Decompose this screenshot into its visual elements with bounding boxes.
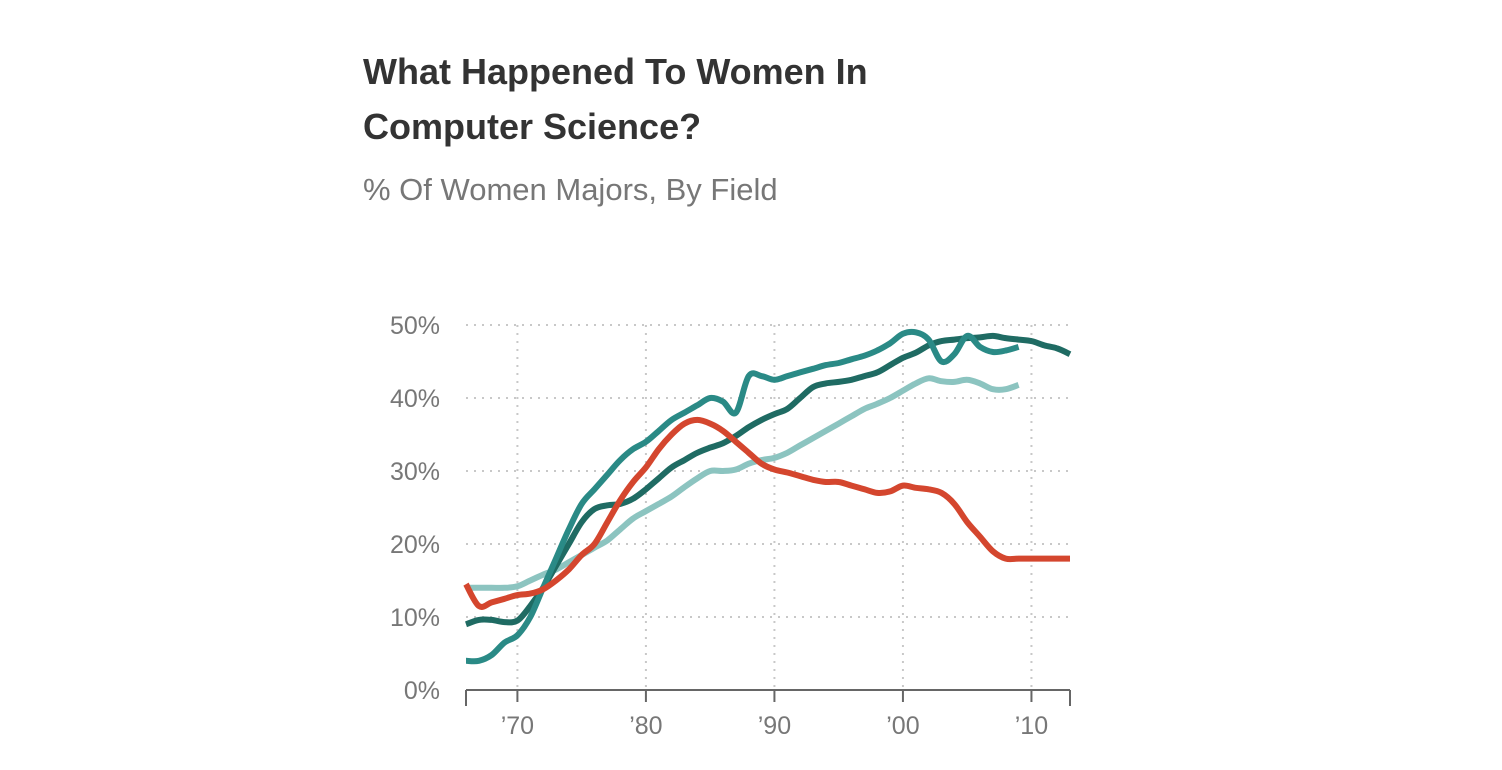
series-line-3 bbox=[465, 328, 1020, 665]
x-tick-label: ’10 bbox=[1015, 712, 1048, 740]
y-tick-label: 40% bbox=[390, 385, 440, 413]
series-line-4 bbox=[463, 416, 1070, 610]
tick-labels: 0% 10% 20% 30% 40% 50% ’70 ’80 ’90 ’00 ’10 bbox=[390, 312, 1048, 740]
grid bbox=[466, 324, 1070, 690]
chart-title: What Happened To Women In Computer Scien… bbox=[363, 51, 868, 147]
chart-subtitle: % Of Women Majors, By Field bbox=[363, 172, 778, 207]
axes bbox=[465, 689, 1071, 706]
x-tick-label: ’00 bbox=[886, 712, 919, 740]
y-tick-label: 20% bbox=[390, 531, 440, 559]
y-tick-label: 50% bbox=[390, 312, 440, 340]
series-lines bbox=[463, 328, 1072, 665]
y-tick-label: 0% bbox=[404, 677, 440, 705]
series-line-1 bbox=[465, 375, 1020, 591]
y-tick-label: 10% bbox=[390, 604, 440, 632]
x-tick-label: ’70 bbox=[501, 712, 534, 740]
y-tick-label: 30% bbox=[390, 458, 440, 486]
x-tick-label: ’80 bbox=[629, 712, 662, 740]
x-tick-label: ’90 bbox=[758, 712, 791, 740]
